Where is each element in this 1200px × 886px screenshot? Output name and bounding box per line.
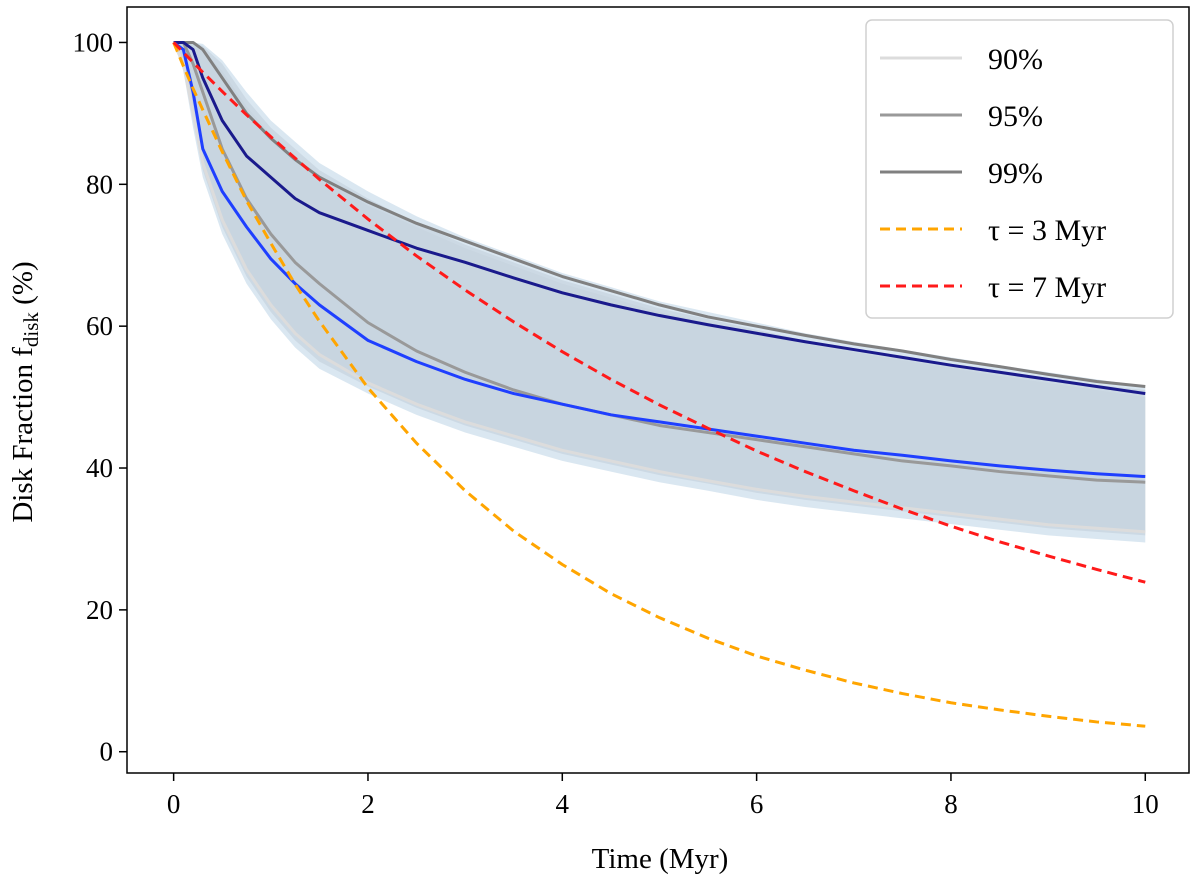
y-axis-ticks: 0 20 40 60 80 100 <box>73 27 127 767</box>
y-tick-label: 100 <box>73 27 114 57</box>
y-tick-label: 40 <box>86 453 113 483</box>
series-line-99pct-median <box>173 40 1146 396</box>
x-tick-label: 8 <box>944 789 958 819</box>
y-axis-title-sub: disk <box>19 312 43 348</box>
x-axis-title: Time (Myr) <box>592 843 729 875</box>
legend: 90% 95% 99% τ = 3 Myr τ = 7 Myr <box>865 19 1174 319</box>
series-line-90pct <box>172 41 1146 534</box>
series-line-99pct <box>173 40 1146 388</box>
legend-label-99pct: 99% <box>988 157 1043 190</box>
series-line-median <box>172 41 1146 479</box>
legend-label-tau-3-myr: τ = 3 Myr <box>988 214 1106 247</box>
x-tick-label: 4 <box>556 789 570 819</box>
x-tick-label: 0 <box>167 789 181 819</box>
series-line-tau-7-myr <box>172 41 1146 584</box>
y-tick-label: 0 <box>100 737 114 767</box>
y-axis-title-suffix: (%) <box>7 261 39 312</box>
y-tick-label: 20 <box>86 595 113 625</box>
x-tick-label: 10 <box>1132 789 1159 819</box>
legend-box <box>865 19 1174 319</box>
y-axis-title: Disk Fraction fdisk (%) <box>7 261 43 522</box>
y-tick-label: 60 <box>86 311 113 341</box>
data-lines <box>172 40 1146 728</box>
band-99pct <box>173 42 1146 543</box>
x-tick-label: 6 <box>750 789 764 819</box>
legend-label-95pct: 95% <box>988 100 1043 133</box>
legend-label-90pct: 90% <box>988 43 1043 76</box>
series-line-95pct <box>173 40 1146 484</box>
series-line-tau-3-myr <box>172 41 1146 728</box>
legend-label-tau-7-myr: τ = 7 Myr <box>988 271 1106 304</box>
x-axis-ticks: 0 2 4 6 8 10 <box>167 773 1159 819</box>
plot-frame <box>126 6 1190 774</box>
y-axis-title-main: Disk Fraction f <box>7 347 39 523</box>
y-tick-label: 80 <box>86 169 113 199</box>
confidence-bands <box>173 42 1146 543</box>
x-tick-label: 2 <box>361 789 375 819</box>
